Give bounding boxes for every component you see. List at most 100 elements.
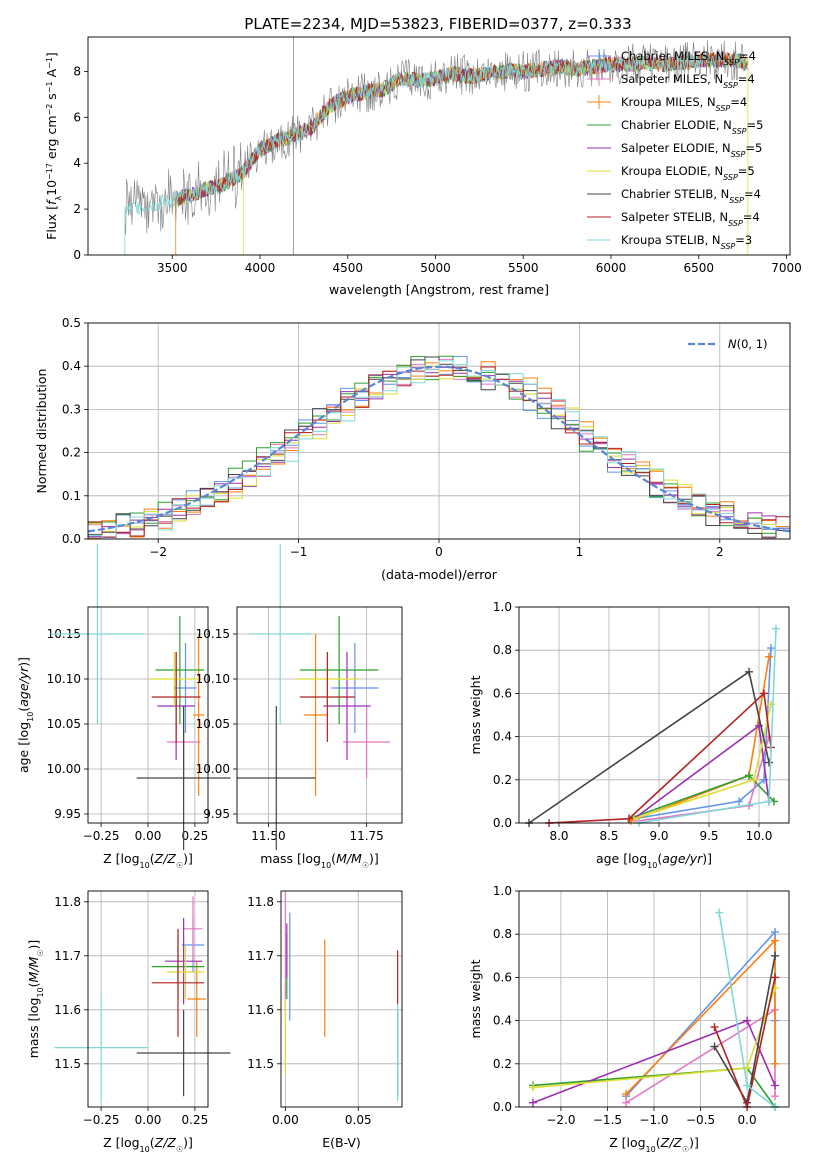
weight-marker [745, 667, 753, 676]
y-tick-label: 0.1 [62, 489, 81, 503]
x-axis-label: E(B-V) [322, 1135, 361, 1150]
legend-label: Salpeter ELODIE, NSSP=5 [621, 141, 762, 159]
y-tick-label: 11.6 [247, 1003, 274, 1017]
weight-marker [771, 928, 780, 937]
y-tick-label: 0.6 [493, 686, 512, 700]
y-tick-label: 1.0 [493, 600, 512, 614]
x-tick-label: 10.0 [746, 829, 773, 843]
x-tick-label: 4000 [245, 261, 276, 275]
x-tick-label: 5500 [508, 261, 539, 275]
legend-label: Kroupa STELIB, NSSP=3 [621, 233, 752, 251]
weight-marker [625, 814, 633, 823]
y-tick-label: 0.6 [493, 970, 512, 984]
mass-vs-ebv-panel: 0.00 0.05 11.5 11.6 11.7 11.8 E(B-V) [247, 890, 403, 1150]
mass-weight-vs-metallicity-panel: −2.0 −1.5 −1.0 −0.5 0.0 0.0 0.2 0.4 0.6 0.8 1.0 Z [… [468, 884, 790, 1154]
weight-marker [622, 1098, 631, 1107]
y-tick-label: 11.7 [54, 949, 81, 963]
mass-vs-metallicity-panel: −0.25 0.00 0.25 11.5 11.6 11.7 11.8 Z [log10(Z/… [26, 890, 231, 1154]
x-tick-label: 6500 [683, 261, 714, 275]
legend-label: Chabrier STELIB, NSSP=4 [621, 187, 761, 205]
y-tick-label: 1.0 [493, 884, 512, 898]
weight-marker [710, 1023, 719, 1032]
legend-label: N(0, 1) [728, 337, 768, 351]
x-tick-label: 1 [576, 545, 584, 559]
weight-marker [622, 1090, 631, 1099]
y-tick-label: 2 [73, 202, 81, 216]
x-tick-label: 7000 [771, 261, 802, 275]
figure-title: PLATE=2234, MJD=53823, FIBERID=0377, z=0… [244, 15, 631, 33]
y-axis-label: Normed distribution [34, 369, 49, 494]
axes-frame [518, 606, 790, 824]
weight-marker [771, 936, 780, 945]
x-axis-label: age [log10(age/yr)] [596, 851, 712, 870]
x-tick-label: 8.5 [599, 829, 618, 843]
weight-marker [528, 1098, 537, 1107]
x-tick-label: −2 [149, 545, 167, 559]
weight-marker [715, 908, 724, 917]
x-axis-label: Z [log10(Z/Z☉)] [103, 851, 193, 870]
axes-frame [87, 322, 791, 540]
y-tick-label: 8 [73, 64, 81, 78]
x-tick-label: 0.25 [182, 829, 209, 843]
x-tick-label: 0.05 [345, 1113, 372, 1127]
y-tick-label: 0.0 [493, 816, 512, 830]
weight-line-chabrier-miles [633, 647, 772, 820]
x-tick-label: 5000 [420, 261, 451, 275]
y-tick-label: 11.5 [54, 1057, 81, 1071]
y-tick-label: 4 [73, 156, 81, 170]
y-tick-label: 10.00 [196, 762, 230, 776]
weight-marker [767, 644, 775, 653]
x-tick-label: −0.5 [686, 1113, 715, 1127]
x-tick-label: 8.0 [549, 829, 568, 843]
histogram-kroupa-stelib [88, 360, 790, 540]
age-vs-mass-panel: 11.50 11.75 9.95 10.00 10.05 10.10 10.15 mass [… [196, 544, 403, 870]
axes-frame [518, 890, 790, 1108]
x-axis-label: mass [log10(M/M☉)] [260, 851, 379, 870]
weight-marker [710, 1042, 719, 1051]
axes-frame [87, 890, 209, 1108]
x-axis-label: Z [log10(Z/Z☉)] [609, 1135, 699, 1154]
y-tick-label: 6 [73, 110, 81, 124]
x-axis-label: Z [log10(Z/Z☉)] [103, 1135, 193, 1154]
spectrum-kroupa-stelib [124, 52, 745, 216]
weight-marker [771, 1081, 780, 1090]
y-tick-label: 11.6 [54, 1003, 81, 1017]
histogram-salpeter-stelib [88, 366, 790, 538]
y-tick-label: 0.3 [62, 402, 81, 416]
x-tick-label: 11.50 [251, 829, 285, 843]
y-tick-label: 10.05 [47, 717, 81, 731]
weight-marker [771, 1092, 780, 1101]
legend-label: Salpeter STELIB, NSSP=4 [621, 210, 760, 228]
x-tick-label: 2 [716, 545, 724, 559]
weight-marker [771, 973, 780, 982]
x-tick-label: 6000 [596, 261, 627, 275]
y-tick-label: 11.8 [54, 895, 81, 909]
mass-weight-vs-age-panel: 8.0 8.5 9.0 9.5 10.0 0.0 0.2 0.4 0.6 0.8 1.0 age [l… [468, 600, 790, 870]
y-tick-label: 0.8 [493, 927, 512, 941]
y-axis-label: mass [log10(M/M☉)] [26, 940, 45, 1059]
y-tick-label: 0.0 [62, 532, 81, 546]
weight-marker [760, 689, 768, 698]
y-tick-label: 0.2 [493, 773, 512, 787]
x-tick-label: −1.0 [639, 1113, 668, 1127]
axes-frame [87, 36, 791, 256]
x-tick-label: −0.25 [83, 1113, 120, 1127]
y-tick-label: 10.15 [196, 627, 230, 641]
y-axis-label: Flux [fλ10−17 erg cm−2 s−1 A−1] [44, 52, 63, 240]
weight-marker [772, 624, 780, 633]
weight-marker [528, 1083, 537, 1092]
x-tick-label: 0.00 [135, 829, 162, 843]
legend-label: Kroupa MILES, NSSP=4 [621, 95, 747, 113]
x-tick-label: 0 [435, 545, 443, 559]
x-tick-label: 9.5 [699, 829, 718, 843]
axes-frame [236, 606, 403, 824]
y-tick-label: 0.4 [493, 730, 512, 744]
weight-line-salpeter-stelib [548, 691, 772, 824]
weight-marker [771, 1059, 780, 1068]
y-tick-label: 0.4 [62, 359, 81, 373]
legend-label: Salpeter MILES, NSSP=4 [621, 72, 755, 90]
y-tick-label: 9.95 [203, 807, 230, 821]
axes-frame [280, 890, 403, 1108]
legend-label: Kroupa ELODIE, NSSP=5 [621, 164, 755, 182]
